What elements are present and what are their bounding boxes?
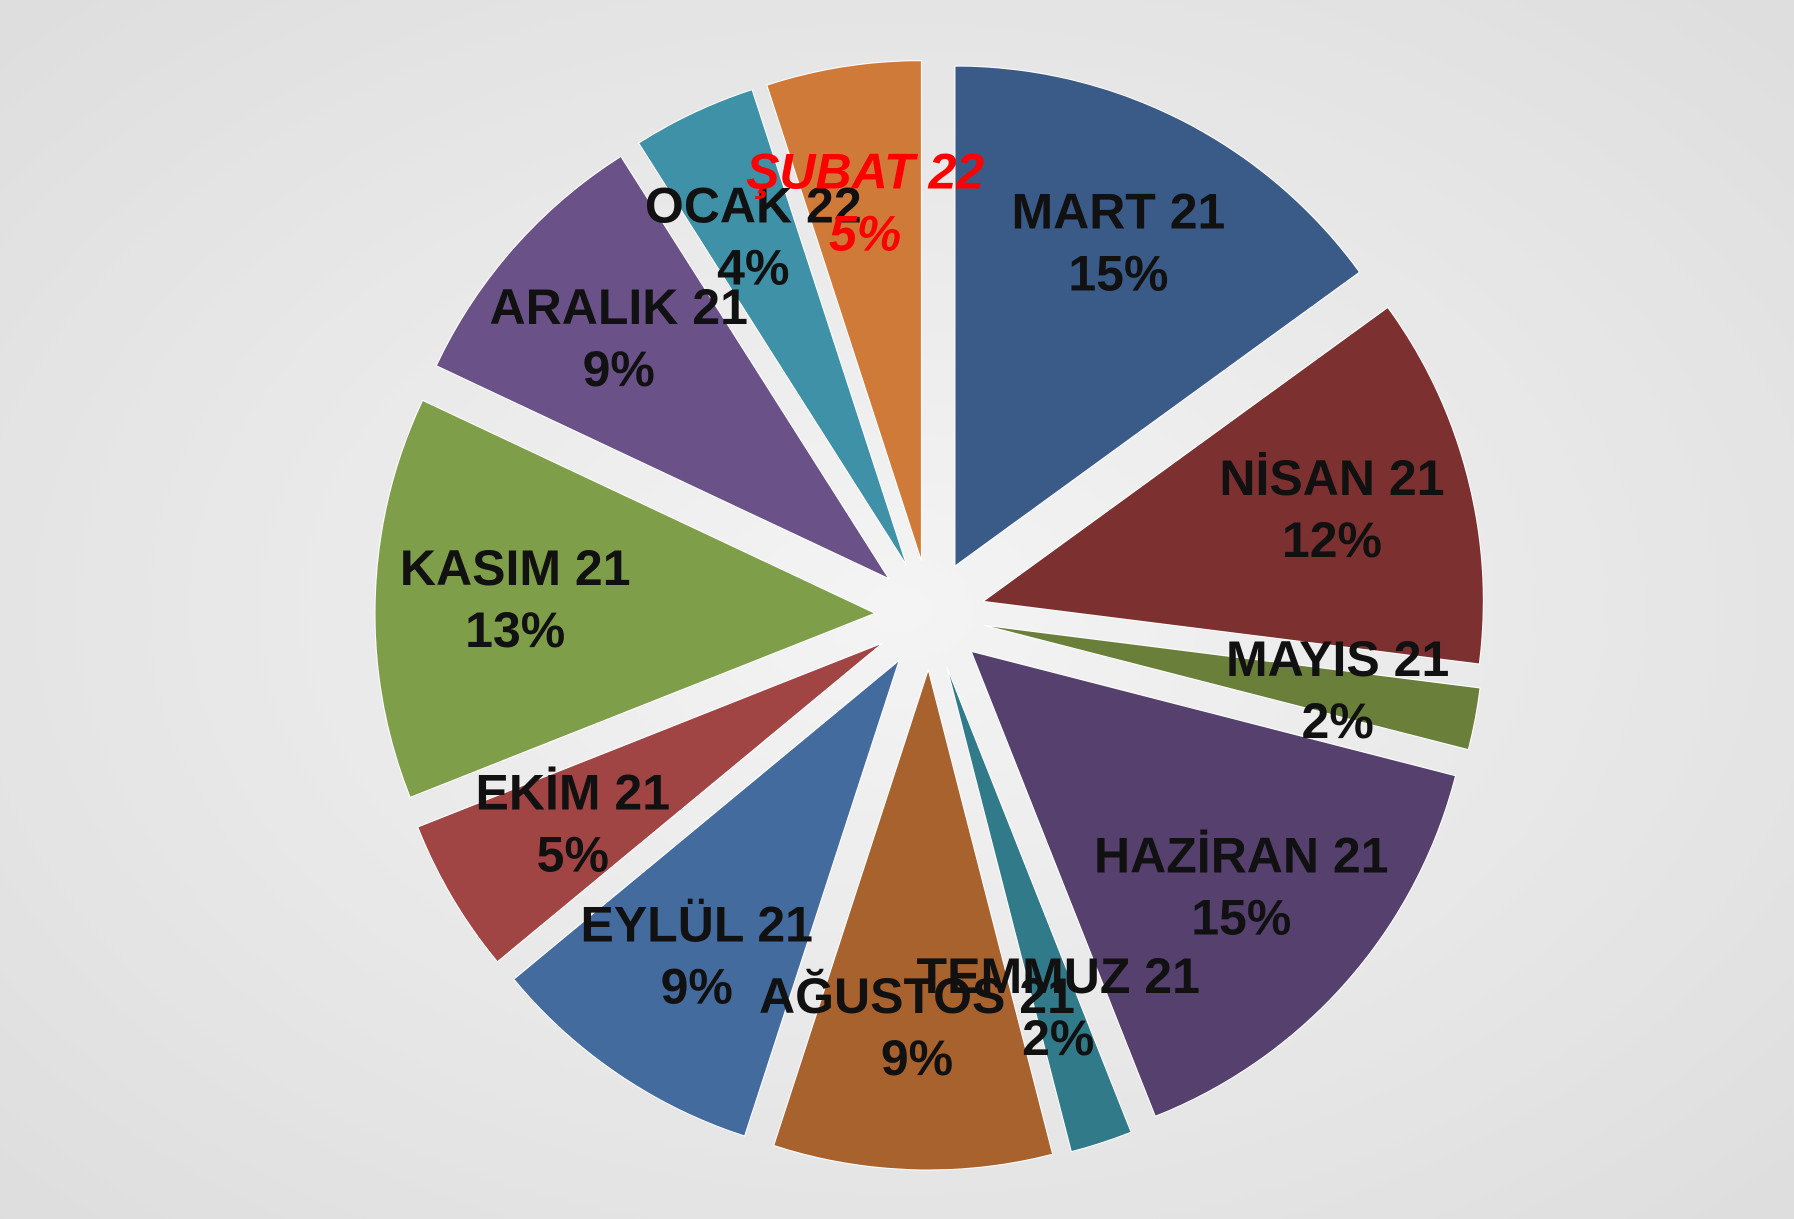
slice-label: MAYIS 21 bbox=[1226, 631, 1449, 687]
slice-value-label: 2% bbox=[1022, 1010, 1094, 1066]
pie-slice bbox=[954, 65, 1361, 567]
slice-label: NİSAN 21 bbox=[1219, 450, 1444, 506]
slice-label: HAZİRAN 21 bbox=[1094, 828, 1388, 884]
slice-value-label: 9% bbox=[583, 341, 655, 397]
pie-slice bbox=[374, 399, 877, 798]
slice-value-label: 4% bbox=[717, 240, 789, 296]
slice-value-label: 5% bbox=[537, 826, 609, 882]
pie-slice bbox=[983, 624, 1481, 751]
slice-value-label: 15% bbox=[1191, 890, 1291, 946]
slice-value-label: 9% bbox=[661, 958, 733, 1014]
slice-value-label: 9% bbox=[881, 1030, 953, 1086]
slice-value-label: 5% bbox=[829, 205, 901, 261]
pie-slice bbox=[946, 667, 1132, 1153]
pie-slice bbox=[435, 155, 891, 580]
pie-slice bbox=[970, 650, 1457, 1117]
slice-label: MART 21 bbox=[1011, 183, 1225, 239]
pie-slice bbox=[637, 89, 908, 566]
slice-value-label: 13% bbox=[465, 602, 565, 658]
slice-value-label: 15% bbox=[1068, 245, 1168, 301]
slice-label: EYLÜL 21 bbox=[580, 896, 813, 952]
pie-slice bbox=[981, 306, 1484, 665]
slice-label: EKİM 21 bbox=[476, 764, 671, 820]
slice-label: TEMMUZ 21 bbox=[917, 948, 1200, 1004]
pie-slice bbox=[773, 668, 1054, 1171]
slice-label: ŞUBAT 22 bbox=[746, 143, 984, 199]
pie-slice bbox=[766, 60, 922, 561]
slice-label: AĞUSTOS 21 bbox=[759, 968, 1075, 1024]
slice-value-label: 12% bbox=[1282, 512, 1382, 568]
pie-slice bbox=[417, 642, 883, 963]
pie-slice bbox=[513, 659, 901, 1137]
slice-label: KASIM 21 bbox=[400, 540, 631, 596]
slice-label: ARALIK 21 bbox=[490, 279, 748, 335]
slice-value-label: 2% bbox=[1302, 693, 1374, 749]
slice-label: OCAK 22 bbox=[645, 178, 862, 234]
